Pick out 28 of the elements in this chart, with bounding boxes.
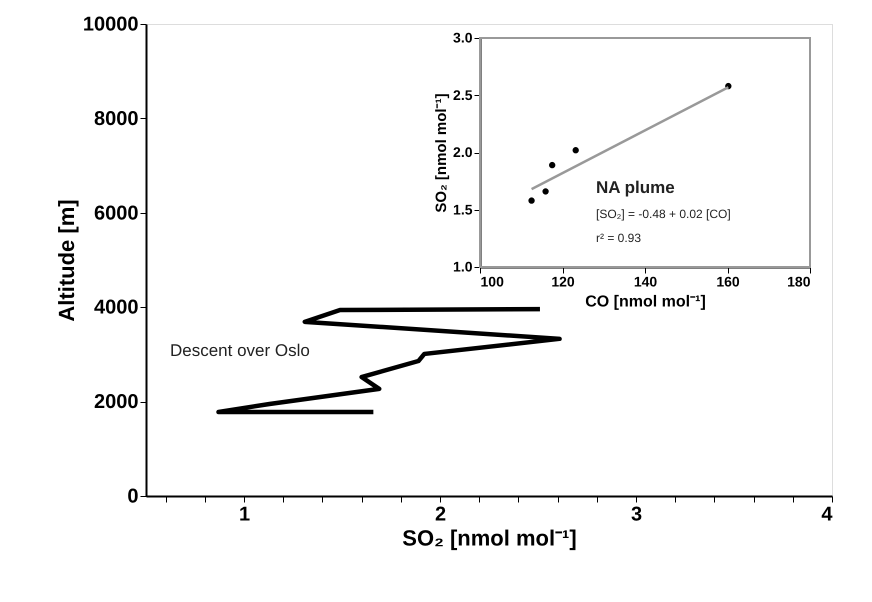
x-tick-label: 180 xyxy=(787,274,811,290)
y-tick-label: 2.0 xyxy=(453,144,473,160)
y-tick-label: 2000 xyxy=(94,391,138,414)
x-tick-label: 100 xyxy=(480,274,504,290)
y-axis-title: Altitude [m] xyxy=(54,199,79,322)
x-tick-label: 160 xyxy=(716,274,740,290)
y-tick-label: 6000 xyxy=(94,202,138,224)
x-axis-title: SO₂ [nmol mol⁻¹] xyxy=(402,526,577,550)
y-axis-title: SO₂ [nmol mol⁻¹] xyxy=(433,93,450,213)
y-tick-label: 0 xyxy=(127,486,138,508)
y-tick-label: 3.0 xyxy=(453,30,473,46)
x-tick-label: 4 xyxy=(821,504,834,526)
annotation: Descent over Oslo xyxy=(170,341,310,360)
x-tick-label: 3 xyxy=(630,504,642,526)
y-tick-label: 4000 xyxy=(94,296,138,319)
annotation: r² = 0.93 xyxy=(596,231,642,245)
x-tick-label: 120 xyxy=(551,274,575,290)
y-tick-label: 10000 xyxy=(82,14,138,36)
x-tick-label: 140 xyxy=(634,274,658,290)
annotation: NA plume xyxy=(596,178,675,197)
x-tick-label: 2 xyxy=(434,504,446,526)
y-tick-label: 1.0 xyxy=(453,258,473,274)
y-tick-label: 8000 xyxy=(94,108,138,130)
y-tick-label: 2.5 xyxy=(453,86,473,103)
x-axis-title: CO [nmol mol⁻¹] xyxy=(585,294,706,310)
x-tick-label: 1 xyxy=(238,504,250,526)
annotation: [SO₂] = -0.48 + 0.02 [CO] xyxy=(596,207,731,221)
y-tick-label: 1.5 xyxy=(453,201,473,218)
